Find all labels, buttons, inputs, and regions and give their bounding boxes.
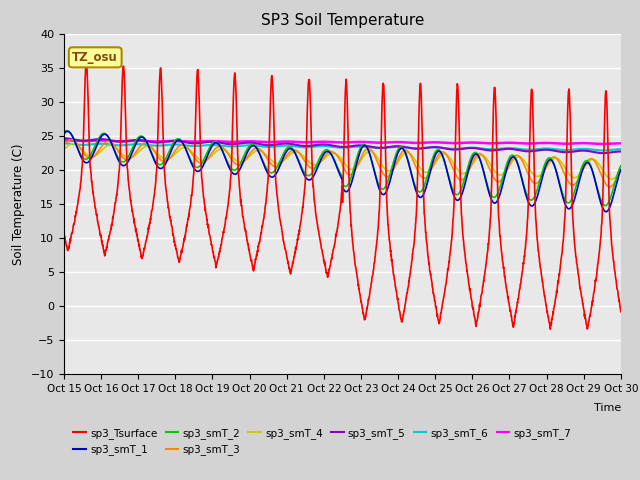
sp3_Tsurface — [504, 298, 512, 304]
sp3_smT_2 — [216, 142, 223, 148]
sp3_smT_1 — [584, 160, 591, 166]
sp3_smT_1 — [359, 144, 367, 149]
sp3_smT_1 — [504, 161, 512, 167]
Y-axis label: Soil Temperature (C): Soil Temperature (C) — [12, 143, 26, 265]
Text: TZ_osu: TZ_osu — [72, 51, 118, 64]
sp3_smT_7 — [583, 140, 591, 146]
sp3_smT_4 — [504, 165, 512, 170]
Line: sp3_smT_7: sp3_smT_7 — [64, 140, 621, 144]
Line: sp3_smT_4: sp3_smT_4 — [64, 144, 621, 179]
sp3_smT_5 — [371, 144, 378, 150]
sp3_Tsurface — [359, 306, 367, 312]
sp3_smT_7 — [371, 140, 378, 145]
sp3_smT_1 — [602, 209, 610, 215]
sp3_smT_6 — [617, 146, 625, 152]
sp3_smT_5 — [617, 149, 625, 155]
sp3_Tsurface — [617, 309, 625, 315]
sp3_smT_2 — [60, 129, 68, 135]
sp3_smT_1 — [371, 170, 379, 176]
sp3_smT_3 — [606, 184, 614, 190]
sp3_smT_2 — [568, 196, 575, 202]
sp3_smT_5 — [568, 149, 575, 155]
sp3_Tsurface — [83, 59, 90, 64]
sp3_smT_3 — [60, 143, 68, 148]
sp3_smT_3 — [568, 182, 575, 188]
sp3_smT_2 — [359, 142, 367, 147]
sp3_Tsurface — [568, 195, 576, 201]
sp3_smT_4 — [60, 146, 68, 152]
sp3_smT_2 — [504, 157, 512, 163]
sp3_smT_1 — [60, 131, 68, 137]
sp3_smT_7 — [358, 139, 366, 145]
Line: sp3_smT_6: sp3_smT_6 — [64, 144, 621, 150]
Text: Time: Time — [593, 403, 621, 413]
sp3_smT_5 — [583, 148, 591, 154]
Line: sp3_smT_5: sp3_smT_5 — [64, 138, 621, 153]
sp3_smT_2 — [371, 169, 379, 175]
sp3_smT_1 — [216, 143, 223, 148]
sp3_smT_4 — [568, 174, 575, 180]
sp3_smT_6 — [216, 143, 223, 148]
sp3_smT_6 — [60, 141, 68, 146]
sp3_smT_7 — [216, 138, 223, 144]
sp3_smT_3 — [371, 153, 379, 159]
sp3_smT_1 — [617, 167, 625, 173]
sp3_smT_2 — [617, 163, 625, 168]
sp3_smT_1 — [64, 129, 72, 134]
sp3_smT_3 — [617, 167, 625, 172]
sp3_smT_6 — [358, 144, 366, 149]
sp3_smT_5 — [504, 146, 512, 152]
sp3_Tsurface — [216, 249, 223, 254]
sp3_smT_5 — [60, 135, 68, 141]
sp3_smT_3 — [67, 137, 75, 143]
Line: sp3_smT_1: sp3_smT_1 — [64, 132, 621, 212]
sp3_smT_7 — [599, 141, 607, 147]
sp3_smT_4 — [584, 160, 591, 166]
sp3_smT_3 — [216, 144, 223, 149]
sp3_smT_4 — [608, 176, 616, 182]
sp3_smT_3 — [584, 158, 591, 164]
sp3_smT_6 — [583, 146, 591, 152]
sp3_smT_6 — [504, 145, 512, 151]
sp3_smT_7 — [60, 137, 68, 143]
Line: sp3_smT_3: sp3_smT_3 — [64, 140, 621, 187]
sp3_smT_6 — [371, 145, 378, 151]
sp3_smT_7 — [504, 140, 512, 145]
sp3_smT_5 — [216, 140, 223, 145]
sp3_smT_5 — [599, 150, 607, 156]
sp3_smT_3 — [359, 151, 367, 157]
sp3_smT_1 — [568, 203, 575, 209]
sp3_smT_4 — [617, 167, 625, 173]
sp3_Tsurface — [547, 326, 554, 332]
sp3_smT_5 — [358, 143, 366, 148]
Line: sp3_smT_2: sp3_smT_2 — [64, 131, 621, 205]
Line: sp3_Tsurface: sp3_Tsurface — [64, 61, 621, 329]
sp3_Tsurface — [60, 230, 68, 236]
sp3_smT_4 — [216, 146, 223, 152]
sp3_smT_6 — [599, 147, 607, 153]
sp3_smT_2 — [602, 203, 609, 208]
sp3_Tsurface — [371, 258, 379, 264]
Legend: sp3_Tsurface, sp3_smT_1, sp3_smT_2, sp3_smT_3, sp3_smT_4, sp3_smT_5, sp3_smT_6, : sp3_Tsurface, sp3_smT_1, sp3_smT_2, sp3_… — [69, 424, 575, 459]
sp3_smT_4 — [359, 155, 367, 161]
sp3_smT_7 — [568, 141, 575, 146]
sp3_smT_2 — [63, 128, 70, 133]
sp3_smT_3 — [504, 164, 512, 169]
sp3_smT_4 — [69, 141, 77, 146]
sp3_smT_4 — [371, 151, 379, 157]
sp3_Tsurface — [584, 325, 591, 331]
Title: SP3 Soil Temperature: SP3 Soil Temperature — [260, 13, 424, 28]
sp3_smT_6 — [568, 147, 575, 153]
sp3_smT_7 — [617, 141, 625, 146]
sp3_smT_2 — [584, 158, 591, 164]
